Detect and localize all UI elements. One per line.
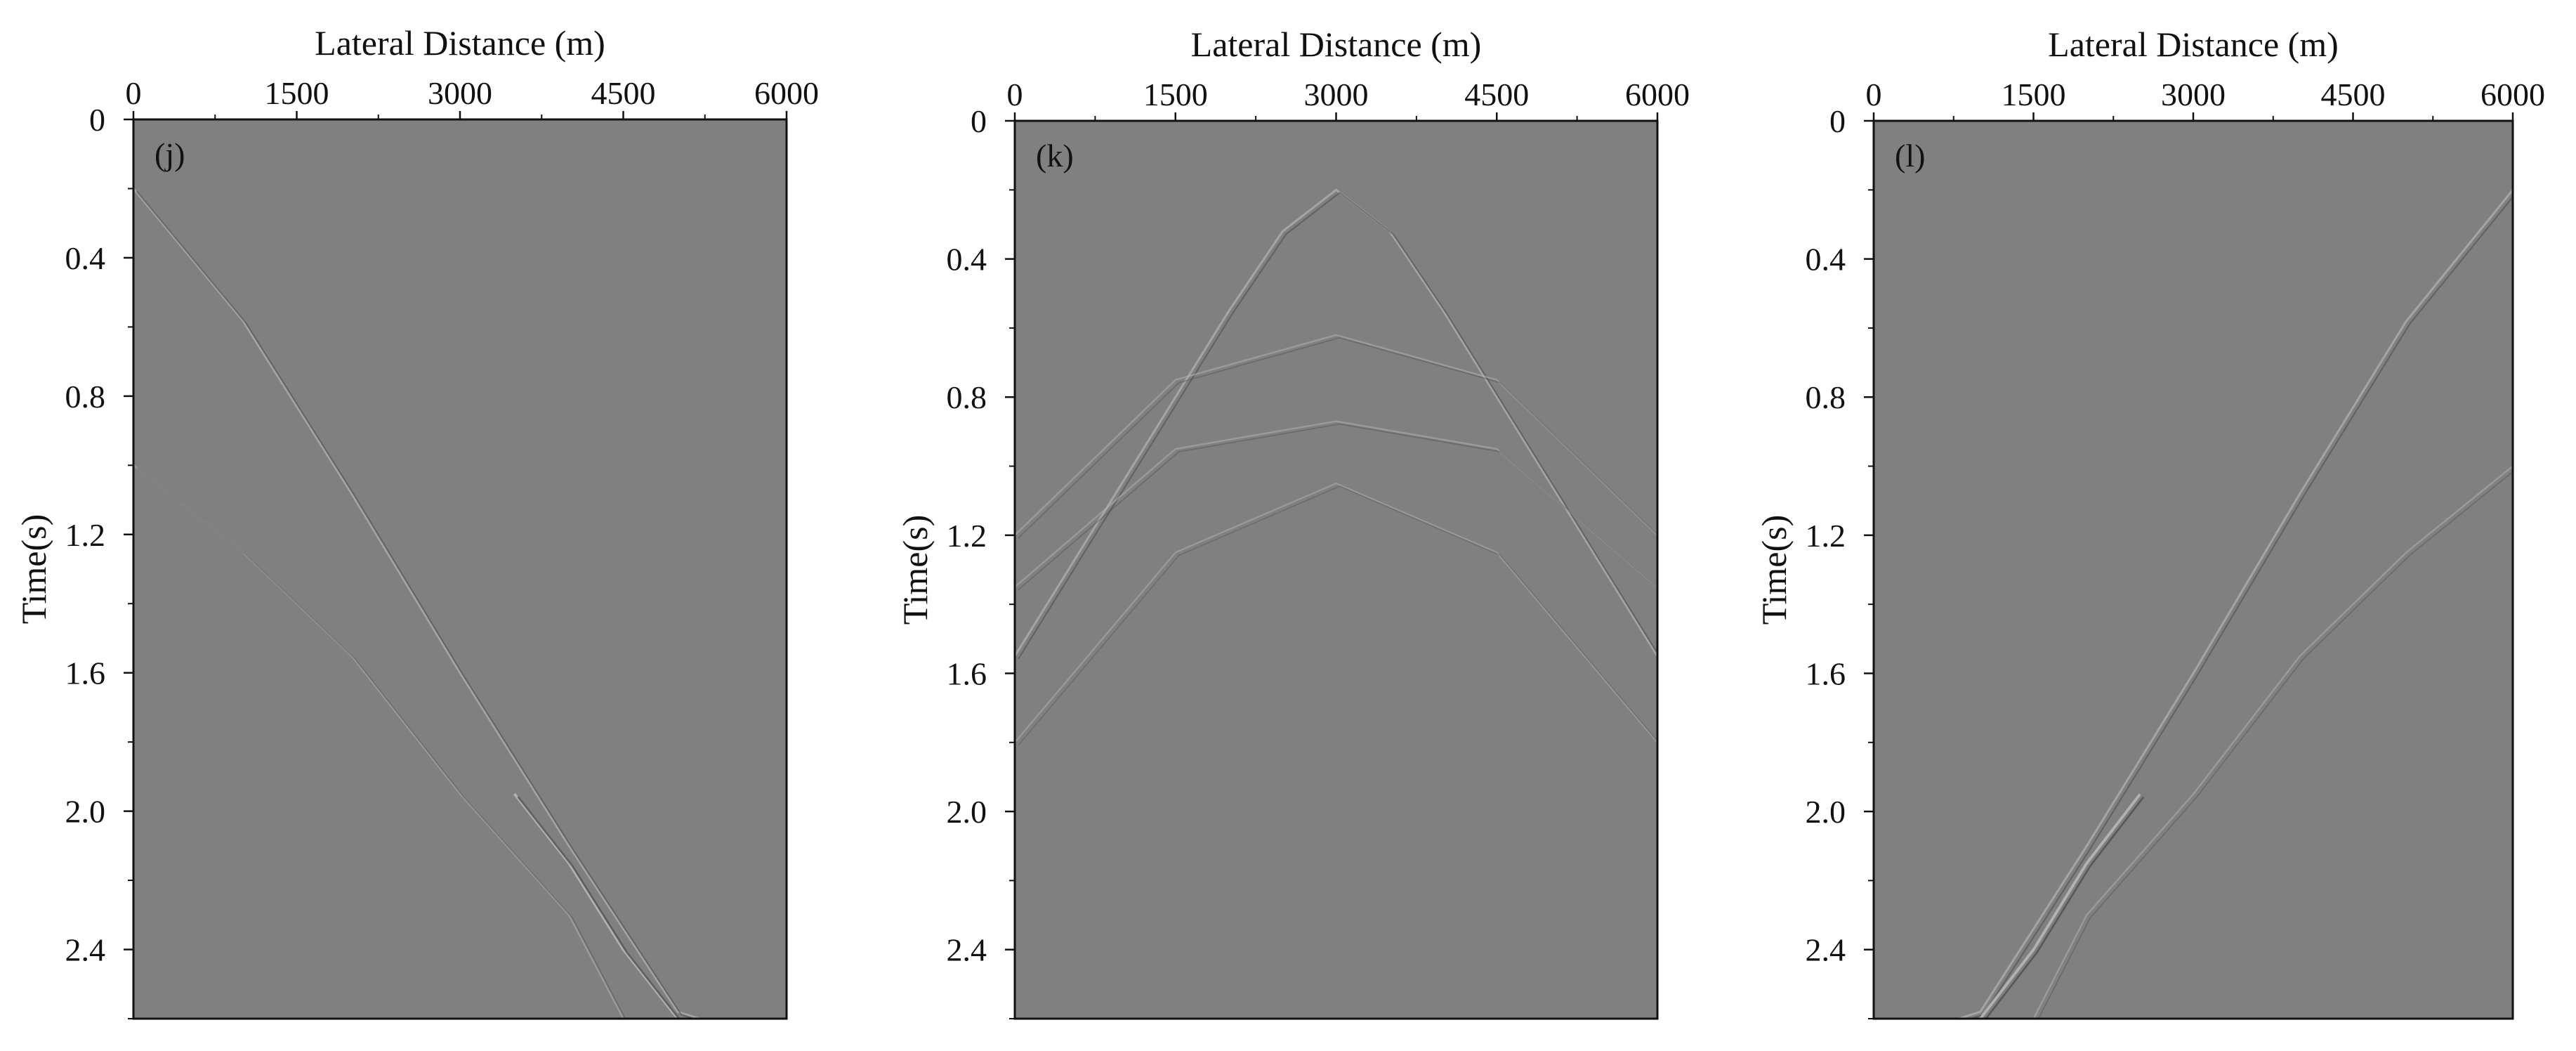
y-tick-label: 1.2 (65, 517, 106, 553)
y-tick-label: 1.6 (947, 655, 987, 691)
event-curve-shadow (1018, 191, 1657, 660)
x-tick-label: 1500 (2002, 77, 2066, 112)
y-tick-label: 0.8 (1806, 379, 1846, 415)
y-tick-label: 2.0 (1806, 794, 1846, 830)
event-curve-shadow (136, 190, 697, 1019)
event-curve-shadow (517, 796, 681, 1019)
event-curve (1015, 482, 1657, 743)
y-tick-label: 0.8 (947, 379, 987, 415)
y-tick-label: 2.0 (947, 794, 987, 830)
plot-area (133, 119, 787, 1019)
event-curve-shadow (1018, 485, 1657, 746)
y-axis-title: Time(s) (895, 515, 935, 625)
x-tick-label: 6000 (1625, 77, 1690, 112)
event-curve-shadow (1985, 796, 2145, 1019)
y-tick-label: 0 (1829, 103, 1846, 139)
x-tick-label: 0 (1007, 77, 1023, 112)
panel-1: 0 1500 3000 4500 6000 0 0.4 0.8 1.2 1.6 2.0 2.4 Late… (14, 23, 819, 1020)
event-curve (513, 792, 679, 1019)
x-tick-label: 4500 (2321, 77, 2386, 112)
panel-3: 0 1500 3000 4500 6000 0 0.4 0.8 1.2 1.6 2.0 2.4 Late… (1754, 25, 2545, 1020)
panel-label: (j) (155, 136, 185, 172)
y-tick-label: 1.2 (947, 518, 987, 554)
x-tick-label: 1500 (1143, 77, 1208, 112)
x-tick-label: 0 (126, 75, 142, 111)
x-axis-title: Lateral Distance (m) (1191, 25, 1482, 64)
y-tick-label: 2.4 (947, 932, 987, 968)
x-tick-label: 6000 (754, 75, 819, 111)
x-tick-label: 3000 (1304, 77, 1369, 112)
x-axis-title: Lateral Distance (m) (2048, 25, 2339, 64)
event-curve (1015, 188, 1657, 657)
event-curve-shadow (2037, 471, 2513, 1019)
panel-2: 0 1500 3000 4500 6000 0 0.4 0.8 1.2 1.6 2.0 2.4 Late… (895, 25, 1690, 1020)
event-curve-shadow (1018, 337, 1657, 539)
y-tick-label: 1.6 (1806, 655, 1846, 691)
x-tick-label: 3000 (2161, 77, 2226, 112)
y-tick-label: 2.4 (65, 932, 106, 968)
panel-label: (k) (1036, 138, 1074, 174)
event-curve (133, 188, 700, 1019)
y-tick-label: 1.2 (1806, 518, 1846, 554)
y-tick-label: 0.4 (1806, 242, 1846, 278)
x-tick-label: 1500 (265, 75, 329, 111)
y-tick-label: 2.0 (65, 794, 106, 830)
events-layer (1958, 189, 2513, 1019)
x-tick-label: 0 (1866, 77, 1882, 112)
y-tick-label: 0 (971, 103, 987, 139)
event-curve (1979, 793, 2141, 1019)
y-tick-label: 0.4 (65, 240, 106, 276)
x-tick-label: 6000 (2480, 77, 2545, 112)
y-tick-label: 1.6 (65, 655, 106, 691)
event-curve-shadow (136, 467, 626, 1019)
events-layer (1015, 188, 1657, 746)
event-curve (1958, 189, 2513, 1019)
event-curve (1015, 420, 1657, 588)
x-tick-label: 4500 (1464, 77, 1529, 112)
y-tick-label: 2.4 (1806, 932, 1846, 968)
events-layer (133, 188, 700, 1019)
y-axis-title: Time(s) (1754, 515, 1794, 625)
event-curve (133, 464, 624, 1019)
y-tick-label: 0 (89, 102, 105, 138)
event-curve (2032, 465, 2513, 1019)
y-axis-title: Time(s) (14, 514, 53, 625)
plot-area (1874, 121, 2513, 1019)
event-curve (1015, 334, 1657, 536)
y-tick-label: 0.4 (947, 242, 987, 278)
plot-area (1015, 121, 1657, 1019)
x-tick-label: 3000 (428, 75, 492, 111)
event-curve-shadow (1018, 423, 1657, 591)
x-axis-title: Lateral Distance (m) (315, 23, 605, 63)
x-tick-label: 4500 (591, 75, 656, 111)
panel-label: (l) (1895, 138, 1925, 174)
y-tick-label: 0.8 (65, 379, 106, 414)
